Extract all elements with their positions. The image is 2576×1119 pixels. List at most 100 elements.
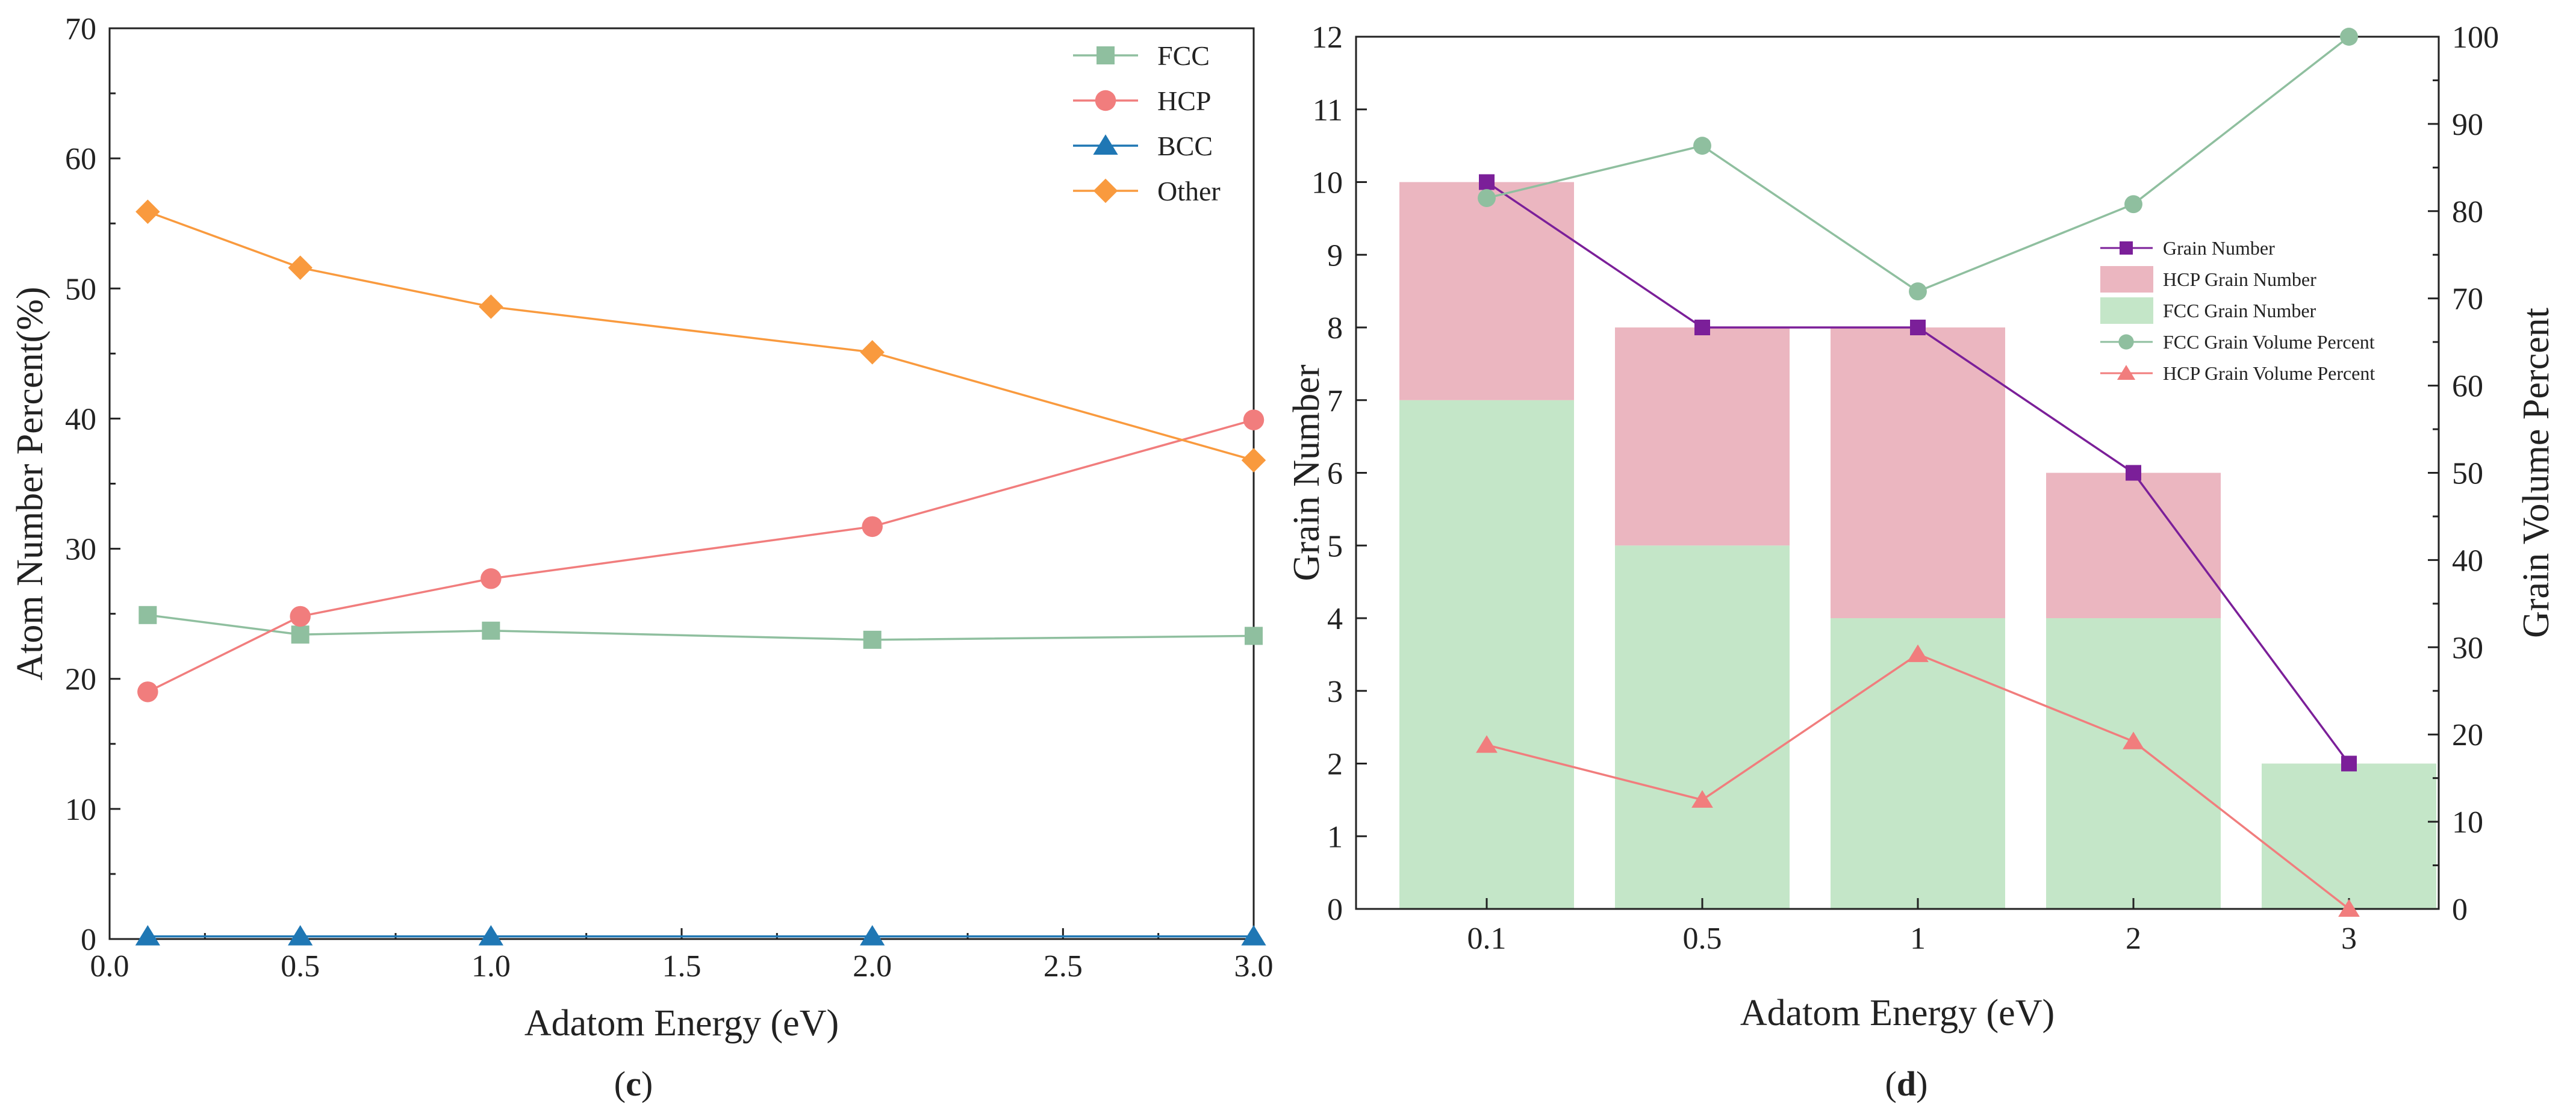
- y-tick-label: 2: [1327, 748, 1343, 782]
- legend-marker: [1095, 90, 1116, 111]
- legend-swatch: [2100, 297, 2153, 324]
- bar-hcp-grain-number: [1615, 327, 1790, 546]
- data-point-grain-number: [2126, 465, 2141, 481]
- y-tick-label: 40: [65, 402, 96, 436]
- panel-letter: d: [1897, 1064, 1916, 1103]
- legend-marker: [2120, 241, 2133, 255]
- data-point-fcc-grain-volume-percent: [1909, 282, 1927, 301]
- series-line-other: [147, 211, 1254, 462]
- legend-label: BCC: [1157, 131, 1213, 161]
- y-right-axis-label: Grain Volume Percent: [2516, 308, 2557, 638]
- legend-label: Other: [1157, 176, 1221, 206]
- data-point-grain-number: [1694, 320, 1710, 335]
- bar-hcp-grain-number: [2046, 473, 2221, 618]
- data-point-fcc: [1245, 627, 1263, 645]
- data-point-bcc: [1241, 925, 1266, 946]
- y-tick-label: 1: [1327, 820, 1343, 854]
- bar-fcc-grain-number: [2046, 618, 2221, 909]
- legend-swatch: [2100, 266, 2153, 293]
- y-right-tick-label: 50: [2452, 457, 2483, 491]
- y-right-tick-label: 70: [2452, 282, 2483, 317]
- data-point-fcc-grain-volume-percent: [1478, 189, 1496, 208]
- x-tick-label: 1.5: [662, 949, 702, 984]
- x-tick-label: 3: [2341, 922, 2357, 956]
- data-point-fcc: [863, 630, 882, 649]
- data-point-hcp: [137, 681, 158, 702]
- y-right-tick-label: 0: [2452, 893, 2468, 927]
- x-tick-label: 0.5: [281, 949, 320, 984]
- bar-fcc-grain-number: [2262, 763, 2436, 909]
- x-axis-label: Adatom Energy (eV): [1740, 993, 2055, 1034]
- y-tick-label: 10: [65, 793, 96, 827]
- data-point-hcp: [1243, 409, 1265, 430]
- legend-d: Grain Number HCP Grain Number FCC Grain Nu…: [2100, 237, 2375, 384]
- y-right-tick-label: 80: [2452, 195, 2483, 229]
- data-point-grain-number: [1910, 320, 1926, 335]
- legend-marker: [1093, 134, 1118, 155]
- y-tick-label: 60: [65, 142, 96, 176]
- series-line-hcp: [147, 418, 1254, 693]
- panel-paren: (: [614, 1064, 626, 1103]
- y-tick-label: 70: [65, 12, 96, 46]
- x-tick-label: 1: [1910, 922, 1926, 956]
- x-tick-label: 2: [2126, 922, 2141, 956]
- y-tick-label: 3: [1327, 675, 1343, 709]
- data-point-fcc-grain-volume-percent: [1693, 137, 1711, 155]
- data-point-bcc: [135, 925, 160, 946]
- y-tick-label: 7: [1327, 384, 1343, 418]
- data-point-other: [135, 199, 160, 225]
- y-tick-label: 50: [65, 272, 96, 306]
- y-right-tick-label: 30: [2452, 631, 2483, 665]
- legend-c: FCC HCP BCC Other: [1073, 40, 1221, 206]
- chart-d: 012345678910111201020304050607080901000.…: [1286, 20, 2557, 1103]
- y-axis-label: Grain Number: [1286, 364, 1327, 581]
- legend-marker: [1093, 178, 1118, 203]
- y-tick-label: 4: [1327, 602, 1343, 636]
- y-tick-label: 6: [1327, 457, 1343, 491]
- legend-label: FCC: [1157, 40, 1210, 71]
- x-tick-label: 0.0: [90, 949, 129, 984]
- data-point-bcc: [288, 925, 313, 946]
- y-right-tick-label: 10: [2452, 805, 2483, 840]
- legend-label: HCP Grain Number: [2163, 268, 2316, 290]
- data-point-hcp: [290, 606, 311, 627]
- legend-marker: [2118, 334, 2134, 350]
- x-axis-label: Adatom Energy (eV): [524, 1003, 839, 1044]
- bar-fcc-grain-number: [1831, 618, 2005, 909]
- data-point-other: [288, 255, 313, 280]
- x-tick-label: 2.5: [1044, 949, 1083, 984]
- x-tick-label: 3.0: [1234, 949, 1274, 984]
- data-point-bcc: [860, 925, 885, 946]
- panel-label-c: (c): [614, 1064, 653, 1103]
- legend-label: HCP: [1157, 85, 1211, 116]
- data-point-hcp-grain-volume-percent: [2338, 899, 2360, 917]
- panel-paren: (: [1885, 1064, 1897, 1103]
- data-point-hcp-grain-volume-percent: [1691, 790, 1713, 808]
- panel-letter: c: [626, 1064, 641, 1103]
- data-point-hcp-grain-volume-percent: [1476, 735, 1498, 753]
- y-tick-label: 0: [81, 923, 96, 957]
- y-tick-label: 5: [1327, 529, 1343, 563]
- data-point-other: [1241, 448, 1266, 473]
- data-point-fcc: [138, 606, 157, 624]
- y-tick-label: 11: [1313, 93, 1343, 128]
- legend-label: HCP Grain Volume Percent: [2163, 362, 2375, 384]
- data-point-grain-number: [2341, 755, 2357, 772]
- y-tick-label: 20: [65, 663, 96, 697]
- y-tick-label: 0: [1327, 893, 1343, 927]
- bar-hcp-grain-number: [1831, 327, 2005, 618]
- x-tick-label: 1.0: [471, 949, 511, 984]
- data-point-grain-number: [1479, 174, 1495, 190]
- y-right-tick-label: 40: [2452, 544, 2483, 578]
- x-tick-label: 0.5: [1683, 922, 1722, 956]
- panel-paren: ): [1916, 1064, 1927, 1103]
- bar-fcc-grain-number: [1615, 545, 1790, 909]
- y-tick-label: 9: [1327, 238, 1343, 273]
- data-point-hcp-grain-volume-percent: [2123, 731, 2144, 749]
- data-point-fcc-grain-volume-percent: [2124, 195, 2142, 214]
- y-tick-label: 8: [1327, 311, 1343, 346]
- data-point-fcc-grain-volume-percent: [2340, 28, 2358, 46]
- data-point-hcp: [862, 516, 883, 538]
- bar-fcc-grain-number: [1399, 400, 1574, 909]
